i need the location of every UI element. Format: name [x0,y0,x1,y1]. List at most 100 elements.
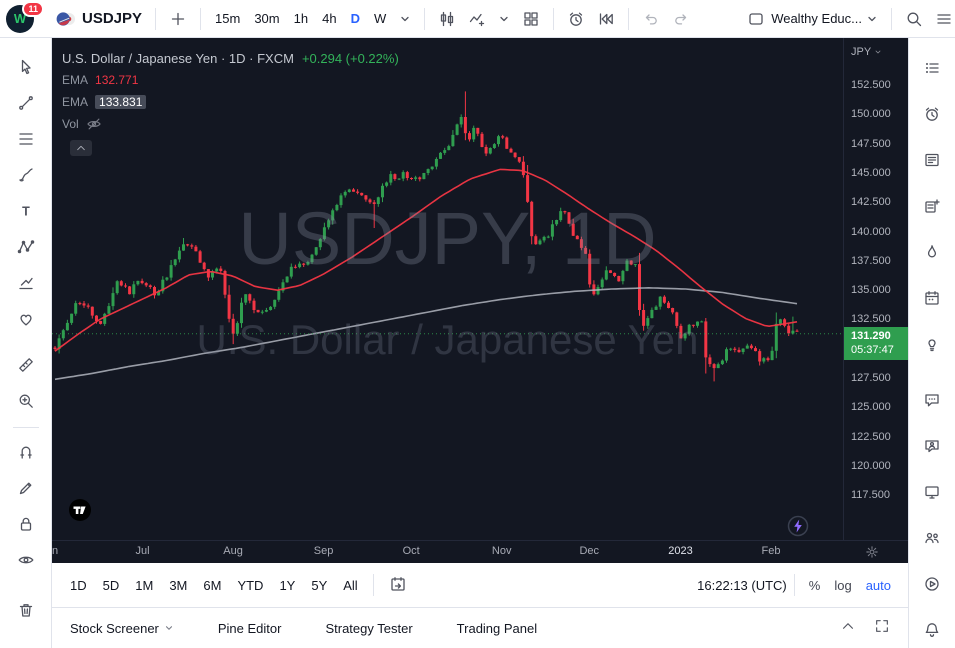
indicator-templates-button[interactable] [492,5,516,33]
range-6m[interactable]: 6M [203,577,222,593]
range-5d[interactable]: 5D [102,577,120,593]
ema-fast-value: 132.771 [95,73,139,87]
hide-drawings-button[interactable] [7,543,45,577]
calendar-button[interactable] [915,281,949,315]
interval-1h[interactable]: 1h [293,11,309,26]
ideas-button[interactable] [915,327,949,361]
cursor-tool-button[interactable] [7,50,45,84]
tutorials-button[interactable] [915,567,949,601]
hotlists-button[interactable] [915,235,949,269]
quick-search-button[interactable] [899,5,929,33]
trading-panel-tab[interactable]: Trading Panel [457,621,537,636]
gear-icon [866,546,878,558]
notifications-button[interactable] [915,613,949,647]
pattern-tool-button[interactable] [7,230,45,264]
redo-button[interactable] [666,5,696,33]
private-chat-button[interactable] [915,429,949,463]
chart-pane[interactable]: USDJPY, 1D U.S. Dollar / Japanese Yen U.… [52,38,843,540]
brush-tool-button[interactable] [7,158,45,192]
lock-icon [20,517,31,531]
data-window-button[interactable] [915,189,949,223]
undo-icon [646,13,658,25]
indicators-button[interactable] [462,5,492,33]
interval-1w[interactable]: W [373,11,387,26]
legend-ema-fast-row[interactable]: EMA 132.771 [62,70,399,90]
forecast-tool-button[interactable] [7,266,45,300]
price-tick: 147.500 [851,137,891,150]
interval-menu-button[interactable] [393,5,417,33]
auto-scale-button[interactable]: auto [865,577,891,593]
trend-line-tool-button[interactable] [7,86,45,120]
symbol-search-button[interactable]: USDJPY [50,5,148,33]
price-tick: 132.500 [851,313,891,326]
strategy-tester-tab[interactable]: Strategy Tester [325,621,412,636]
alert-button[interactable] [561,5,591,33]
interval-15m[interactable]: 15m [215,11,241,26]
log-scale-button[interactable]: log [834,577,852,593]
chart-type-button[interactable] [432,5,462,33]
draw-mode-button[interactable] [7,471,45,505]
multichart-layout-button[interactable] [516,5,546,33]
bar-replay-button[interactable] [591,5,621,33]
pine-editor-tab[interactable]: Pine Editor [218,621,282,636]
undo-button[interactable] [636,5,666,33]
alerts-button[interactable] [915,97,949,131]
percent-scale-button[interactable]: % [808,577,821,593]
fib-tool-button[interactable] [7,122,45,156]
boost-button[interactable] [787,515,809,540]
interval-4h[interactable]: 4h [322,11,337,26]
legend-volume-row[interactable]: Vol [62,114,399,134]
news-icon [925,153,939,167]
magnet-tool-button[interactable] [7,435,45,469]
news-button[interactable] [915,143,949,177]
interval-1d[interactable]: D [350,11,360,26]
go-to-date-button[interactable] [381,571,415,600]
trading-panel-label: Trading Panel [456,620,538,636]
layout-template-button[interactable]: Wealthy Educ... [741,5,884,33]
streams-button[interactable] [915,475,949,509]
measure-tool-button[interactable] [7,348,45,382]
legend-symbol-row[interactable]: U.S. Dollar / Japanese Yen · 1D · FXCM +… [62,48,399,68]
last-price-value: 131.290 [851,329,891,342]
time-axis-labels: n Jul Aug Sep Oct Nov Dec 2023 Feb [52,541,843,564]
price-scale-currency-button[interactable]: JPY [851,46,882,58]
legend-ema-slow-row[interactable]: EMA 133.831 [62,92,399,112]
range-5y[interactable]: 5Y [311,577,328,593]
volume-label: Vol [62,117,79,131]
price-scale[interactable]: JPY 152.500 150.000 147.500 145.000 142.… [843,38,908,540]
pencil-icon [19,482,31,495]
range-ytd[interactable]: YTD [237,577,264,593]
text-tool-button[interactable]: T [7,194,45,228]
range-all[interactable]: All [343,577,358,593]
price-tick: 150.000 [851,108,891,121]
eye-off-icon [87,118,101,130]
watchlist-button[interactable] [915,51,949,85]
time-axis[interactable]: n Jul Aug Sep Oct Nov Dec 2023 Feb [52,540,908,563]
clock-utc[interactable]: 16:22:13 (UTC) [697,577,787,593]
range-1d[interactable]: 1D [70,577,87,593]
zoom-tool-button[interactable] [7,384,45,418]
axis-settings-button[interactable] [864,544,880,565]
ema-slow-label: EMA [62,95,89,109]
chat-button[interactable] [915,383,949,417]
magnet-icon [19,446,32,459]
symbol-name: USDJPY [82,10,143,27]
main-menu-button[interactable] [929,5,955,33]
range-3m[interactable]: 3M [169,577,188,593]
stock-screener-tab[interactable]: Stock Screener [70,621,174,636]
emoji-tool-button[interactable] [7,302,45,336]
user-menu-button[interactable]: W 11 [6,0,44,33]
range-1m[interactable]: 1M [135,577,154,593]
legend-collapse-button[interactable] [70,140,92,156]
range-1y[interactable]: 1Y [279,577,296,593]
interval-30m[interactable]: 30m [254,11,280,26]
compare-add-button[interactable] [163,5,193,33]
community-button[interactable] [915,521,949,555]
price-chart-canvas[interactable] [52,38,843,540]
lock-drawings-button[interactable] [7,507,45,541]
grid-layout-icon [524,11,538,26]
panel-maximize-button[interactable] [874,618,890,639]
remove-drawings-button[interactable] [7,593,45,627]
panel-open-button[interactable] [840,618,856,639]
tradingview-logo[interactable] [68,498,92,527]
